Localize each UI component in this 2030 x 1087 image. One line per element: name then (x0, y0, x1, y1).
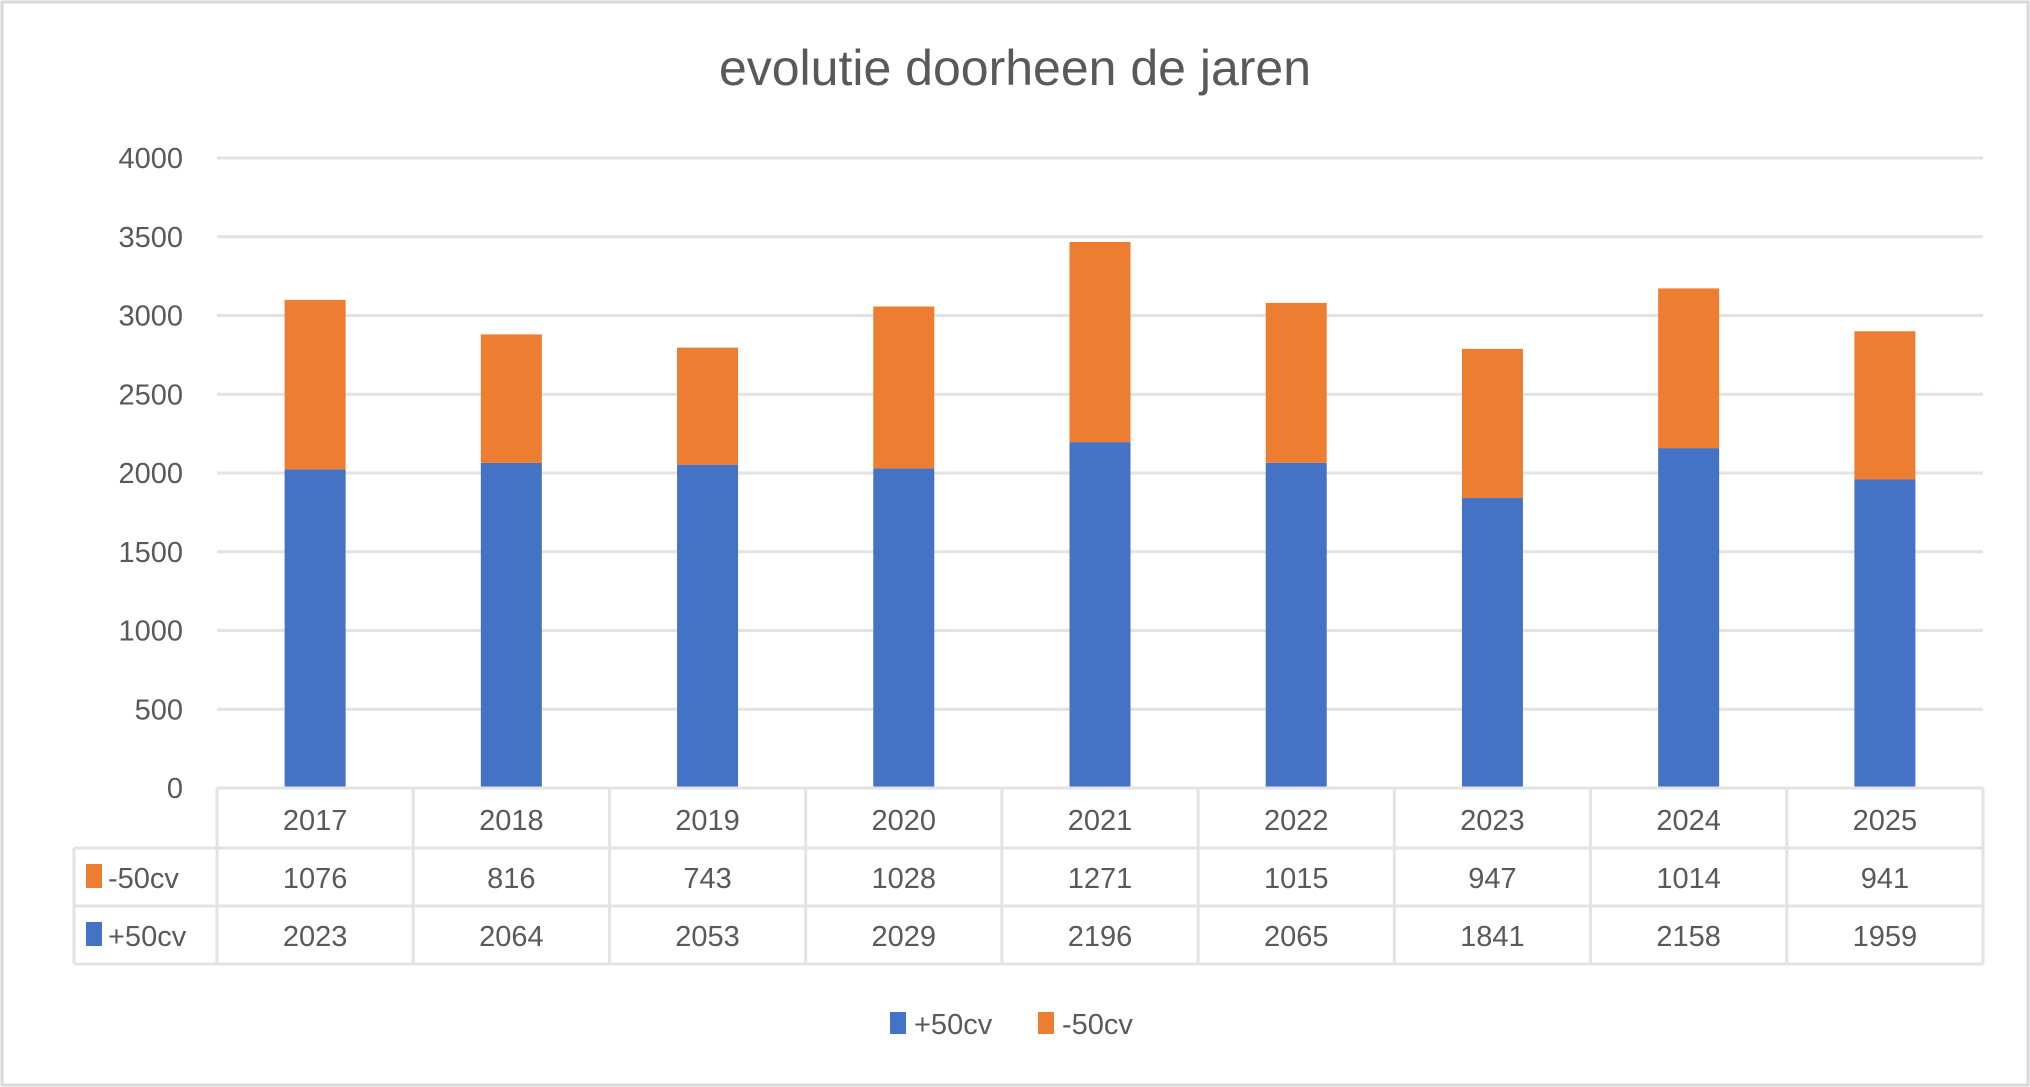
data-label: 2196 (1068, 921, 1133, 953)
bar--50cv-2020 (873, 306, 935, 469)
legend-label: +50cv (914, 1009, 993, 1041)
legend-key-+50cv (890, 1012, 906, 1034)
x-tick-label: 2017 (283, 805, 348, 837)
x-tick-label: 2018 (479, 805, 544, 837)
y-tick-label: 4000 (118, 143, 183, 175)
y-tick-label: 3500 (118, 222, 183, 254)
y-tick-label: 0 (167, 773, 183, 805)
data-label: 1841 (1460, 921, 1525, 953)
data-label: 2064 (479, 921, 544, 953)
bar--50cv-2023 (1461, 348, 1523, 499)
legend-key--50cv (1038, 1012, 1054, 1034)
legend-label: -50cv (1062, 1009, 1133, 1041)
data-label: 2065 (1264, 921, 1329, 953)
data-label: 947 (1468, 863, 1516, 895)
y-tick-label: 2000 (118, 458, 183, 490)
bar-+50cv-2023 (1461, 498, 1523, 788)
data-label: 2053 (675, 921, 740, 953)
bar--50cv-2024 (1658, 288, 1720, 449)
data-label: 1076 (283, 863, 348, 895)
table-legend-key--50cv (86, 864, 102, 888)
data-label: 816 (487, 863, 535, 895)
bar--50cv-2022 (1265, 302, 1327, 463)
x-tick-label: 2019 (675, 805, 740, 837)
x-tick-label: 2025 (1853, 805, 1918, 837)
data-label: 1028 (872, 863, 937, 895)
data-label: 1014 (1656, 863, 1721, 895)
x-tick-label: 2023 (1460, 805, 1525, 837)
y-tick-label: 2500 (118, 379, 183, 411)
table-series-label: +50cv (108, 921, 187, 953)
data-label: 941 (1861, 863, 1909, 895)
bar--50cv-2021 (1069, 241, 1131, 443)
table-series-label: -50cv (108, 863, 179, 895)
x-tick-label: 2020 (872, 805, 937, 837)
data-label: 743 (683, 863, 731, 895)
chart-title: evolutie doorheen de jaren (719, 40, 1311, 96)
bar-+50cv-2018 (480, 462, 542, 788)
bar-+50cv-2017 (284, 469, 346, 788)
bar--50cv-2025 (1854, 331, 1916, 480)
data-label: 1271 (1068, 863, 1133, 895)
bar--50cv-2017 (284, 299, 346, 470)
bar--50cv-2019 (677, 347, 739, 465)
y-tick-label: 500 (135, 694, 183, 726)
data-label: 2158 (1656, 921, 1721, 953)
y-tick-label: 3000 (118, 301, 183, 333)
x-tick-label: 2022 (1264, 805, 1329, 837)
table-legend-key-+50cv (86, 922, 102, 946)
y-tick-label: 1000 (118, 616, 183, 648)
bar-+50cv-2019 (677, 464, 739, 788)
data-label: 2029 (872, 921, 937, 953)
data-label: 2023 (283, 921, 348, 953)
bar--50cv-2018 (480, 334, 542, 463)
bar-+50cv-2024 (1658, 448, 1720, 788)
bar-+50cv-2020 (873, 468, 935, 788)
x-tick-label: 2024 (1656, 805, 1721, 837)
y-tick-label: 1500 (118, 537, 183, 569)
x-tick-label: 2021 (1068, 805, 1133, 837)
data-label: 1015 (1264, 863, 1329, 895)
bar-+50cv-2021 (1069, 442, 1131, 788)
bar-+50cv-2022 (1265, 462, 1327, 788)
bar-+50cv-2025 (1854, 479, 1916, 788)
data-label: 1959 (1853, 921, 1918, 953)
